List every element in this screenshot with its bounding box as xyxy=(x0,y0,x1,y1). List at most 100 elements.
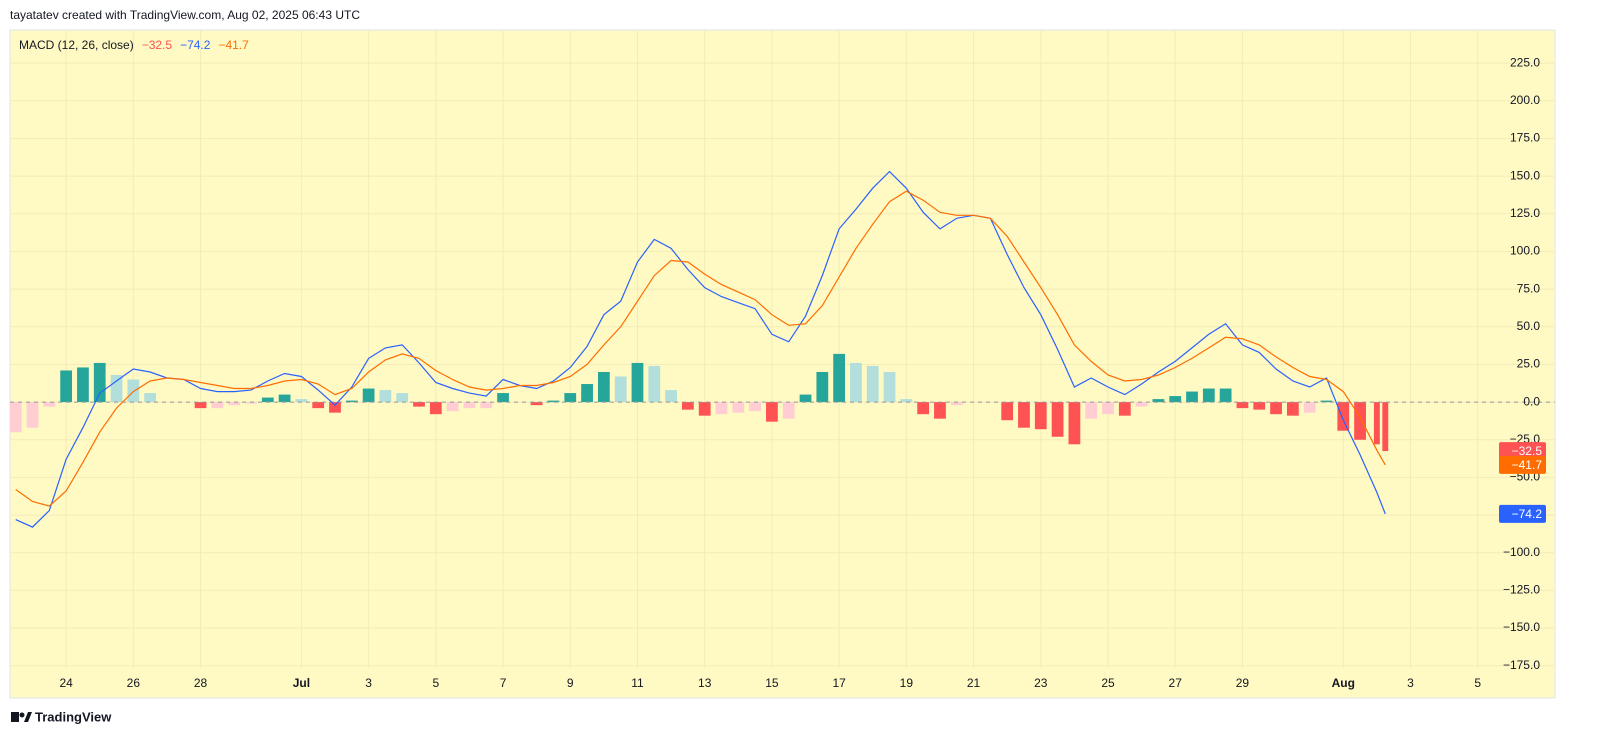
legend: MACD (12, 26, close) −32.5 −74.2 −41.7 xyxy=(19,38,249,52)
histogram-bar xyxy=(110,374,123,403)
histogram-bar xyxy=(1320,400,1333,403)
histogram-bar xyxy=(883,371,896,403)
histogram-bar xyxy=(1051,402,1064,437)
x-tick-label: 3 xyxy=(1407,676,1414,690)
histogram-bar xyxy=(816,371,829,403)
histogram-bar xyxy=(345,400,358,403)
x-tick-label: 17 xyxy=(832,676,846,690)
histogram-bar xyxy=(1373,402,1380,445)
histogram-bar xyxy=(782,402,795,419)
line xyxy=(15,190,1386,507)
histogram-bar xyxy=(463,402,476,409)
x-tick-label: Jul xyxy=(293,676,310,690)
x-tick-label: 21 xyxy=(967,676,981,690)
histogram-bar xyxy=(833,353,846,403)
histogram-bar xyxy=(597,371,610,403)
histogram-bar xyxy=(413,402,425,407)
x-tick-label: 9 xyxy=(567,676,574,690)
y-tick-label: −150.0 xyxy=(1503,620,1540,634)
histogram-bar xyxy=(665,390,677,403)
histogram-bar xyxy=(228,402,241,406)
histogram-bar xyxy=(900,399,913,403)
x-tick-label: 3 xyxy=(365,676,372,690)
histogram-bar xyxy=(295,399,308,403)
y-tick-label: 100.0 xyxy=(1510,244,1540,258)
histogram-bar xyxy=(1118,402,1131,416)
y-tick-label: −125.0 xyxy=(1503,583,1540,597)
x-tick-label: 19 xyxy=(900,676,914,690)
histogram-bar xyxy=(1169,396,1182,403)
histogram-bar xyxy=(799,394,812,403)
histogram-bar xyxy=(60,370,73,403)
histogram-bar xyxy=(312,402,325,409)
histogram-bar xyxy=(93,362,106,403)
histogram-bar xyxy=(1152,399,1165,403)
histogram-bar xyxy=(77,367,89,403)
y-tick-label: −100.0 xyxy=(1503,545,1540,559)
x-tick-label: 7 xyxy=(500,676,507,690)
histogram-bar xyxy=(1382,402,1389,452)
logo-shape xyxy=(19,712,25,718)
histogram-bar xyxy=(278,394,291,403)
histogram-bar xyxy=(1354,402,1366,440)
histogram-bar xyxy=(1034,402,1047,430)
histogram-bar xyxy=(127,379,140,403)
histogram-bar xyxy=(1001,402,1014,421)
histogram-bar xyxy=(950,402,963,406)
histogram-bar xyxy=(1337,402,1350,431)
price-badge xyxy=(1499,442,1546,461)
histogram-bar xyxy=(766,402,778,422)
histogram-bar xyxy=(934,402,946,419)
y-tick-label: 200.0 xyxy=(1510,93,1540,107)
histogram-bar xyxy=(379,390,392,403)
histogram-bar xyxy=(1270,402,1282,415)
histogram-bar xyxy=(1236,402,1249,409)
x-tick-label: 25 xyxy=(1101,676,1115,690)
price-badge-label: −41.7 xyxy=(1512,458,1543,472)
histogram-bar xyxy=(1253,402,1266,410)
histogram-bar xyxy=(194,402,207,409)
x-tick-label: 13 xyxy=(698,676,712,690)
histogram-bar xyxy=(1303,402,1316,413)
x-tick-label: 28 xyxy=(194,676,208,690)
axes: 225.0200.0175.0150.0125.0100.075.050.025… xyxy=(59,55,1546,690)
histogram-bar xyxy=(530,402,543,406)
histogram-bar xyxy=(648,365,661,403)
legend-value: −74.2 xyxy=(180,38,211,52)
y-tick-label: 50.0 xyxy=(1517,319,1541,333)
x-tick-label: 27 xyxy=(1169,676,1183,690)
x-tick-label: 23 xyxy=(1034,676,1048,690)
histogram-bar xyxy=(480,402,493,409)
histogram-bar xyxy=(547,400,560,403)
histogram-bar xyxy=(1219,388,1232,403)
y-tick-label: 25.0 xyxy=(1517,357,1541,371)
x-tick-label: 5 xyxy=(432,676,439,690)
histogram-bar xyxy=(211,402,224,409)
histogram-bar xyxy=(329,402,341,413)
y-tick-label: 175.0 xyxy=(1510,131,1540,145)
histogram-bar xyxy=(1085,402,1098,419)
histogram-bar xyxy=(446,402,459,412)
histogram-bar xyxy=(261,397,274,403)
histogram-bar xyxy=(917,402,930,415)
histogram-bar xyxy=(43,402,56,407)
y-tick-label: 0.0 xyxy=(1523,394,1540,408)
histogram-bar xyxy=(497,393,509,403)
histogram-bar xyxy=(1286,402,1299,416)
histogram-bar xyxy=(715,402,728,415)
y-tick-label: 75.0 xyxy=(1517,281,1541,295)
histogram-bar xyxy=(564,393,577,403)
histogram-bar xyxy=(581,384,593,403)
histogram-bar xyxy=(698,402,711,416)
price-badge xyxy=(1499,455,1546,474)
histogram-bar xyxy=(614,376,627,403)
legend-title: MACD (12, 26, close) xyxy=(19,38,134,52)
logo-shape xyxy=(24,712,32,722)
y-tick-label: 150.0 xyxy=(1510,168,1540,182)
histogram-bar xyxy=(1202,388,1215,403)
histogram-bar xyxy=(429,402,442,415)
footer: TradingView xyxy=(35,709,112,724)
histogram-bar xyxy=(732,402,745,413)
histogram-bar xyxy=(866,365,879,403)
